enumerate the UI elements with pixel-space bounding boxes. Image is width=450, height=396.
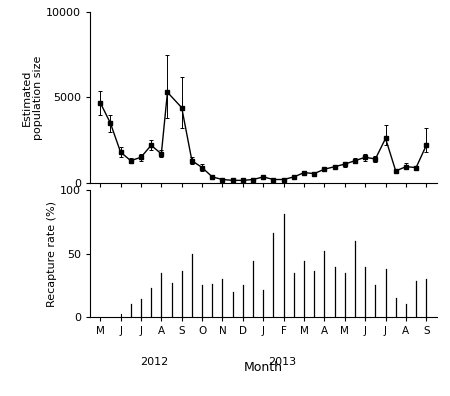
Text: 2012: 2012: [140, 357, 168, 367]
Text: 2013: 2013: [268, 357, 297, 367]
Y-axis label: Recapture rate (%): Recapture rate (%): [47, 201, 57, 307]
X-axis label: Month: Month: [244, 361, 283, 374]
Y-axis label: Estimated
population size: Estimated population size: [22, 55, 43, 140]
